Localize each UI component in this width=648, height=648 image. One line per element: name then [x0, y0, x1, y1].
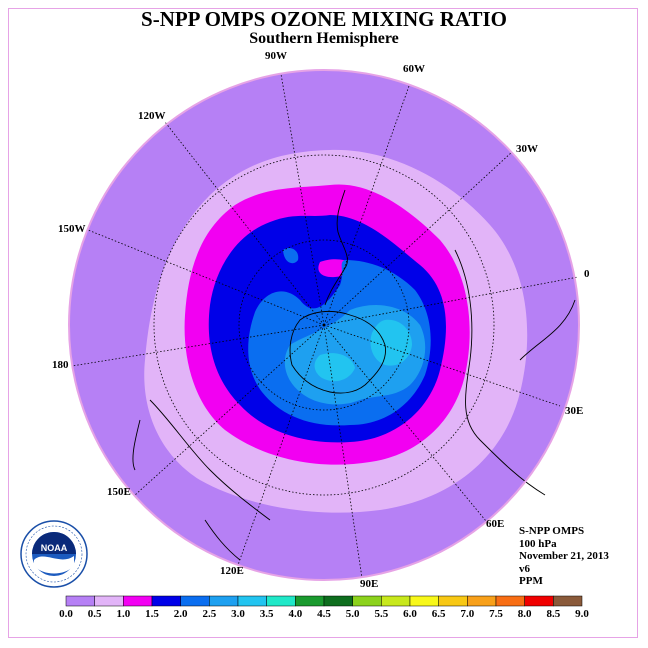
lon-label-0: 0 [584, 268, 590, 280]
legend-tick-label: 8.0 [517, 608, 532, 620]
lon-label-90w: 90W [265, 50, 287, 62]
legend-tick-label: 8.5 [546, 608, 561, 620]
page-title: S-NPP OMPS OZONE MIXING RATIO [141, 7, 507, 31]
legend-tick-label: 3.5 [259, 608, 274, 620]
legend-tick-label: 0.5 [87, 608, 102, 620]
lon-label-150e: 150E [107, 486, 131, 498]
lon-label-30e: 30E [565, 405, 584, 417]
noaa-logo-icon: NOAA [20, 520, 88, 588]
legend-tick-label: 2.5 [202, 608, 217, 620]
legend-tick-label: 1.0 [116, 608, 131, 620]
figure-frame [8, 8, 638, 638]
legend-tick-label: 0.0 [59, 608, 73, 620]
legend-tick-label: 6.0 [403, 608, 417, 620]
globe-outline [68, 69, 580, 581]
ozone-spot-2.0-2.5 [283, 248, 299, 264]
legend-tick-label: 3.0 [231, 608, 245, 620]
lon-label-120e: 120E [220, 565, 244, 577]
legend-tick-label: 9.0 [575, 608, 589, 620]
legend-tick-label: 5.0 [345, 608, 360, 620]
info-instrument: S-NPP OMPS [519, 525, 585, 537]
info-block: S-NPP OMPS 100 hPa November 21, 2013 v6 … [519, 525, 609, 588]
lon-label-60w: 60W [403, 63, 425, 75]
lon-label-90e: 90E [360, 578, 379, 590]
ozone-band-3.0-3.5 [370, 319, 412, 366]
lon-label-60e: 60E [486, 518, 505, 530]
legend-tick-label: 7.0 [460, 608, 475, 620]
lon-label-150w: 150W [58, 223, 86, 235]
graticule [71, 73, 579, 579]
legend-tick-label: 1.5 [145, 608, 159, 620]
lon-label-30w: 30W [516, 143, 538, 155]
legend-tick-label: 2.0 [173, 608, 188, 620]
lon-label-180: 180 [52, 359, 69, 371]
info-level: 100 hPa [519, 537, 557, 550]
legend-tick-label: 6.5 [431, 608, 446, 620]
legend-tick-label: 7.5 [489, 608, 503, 620]
coastlines [132, 189, 576, 561]
legend-tick-label: 4.5 [317, 608, 331, 620]
legend-tick-label: 5.5 [374, 608, 389, 620]
page-subtitle: Southern Hemisphere [249, 30, 399, 47]
ozone-spot-3.0-3.5 [314, 353, 355, 382]
info-version: v6 [519, 562, 530, 575]
lon-label-120w: 120W [138, 110, 166, 122]
info-units: PPM [519, 575, 543, 587]
info-date: November 21, 2013 [519, 550, 609, 562]
legend-tick-label: 4.0 [288, 608, 303, 620]
svg-text:NOAA: NOAA [41, 543, 68, 553]
